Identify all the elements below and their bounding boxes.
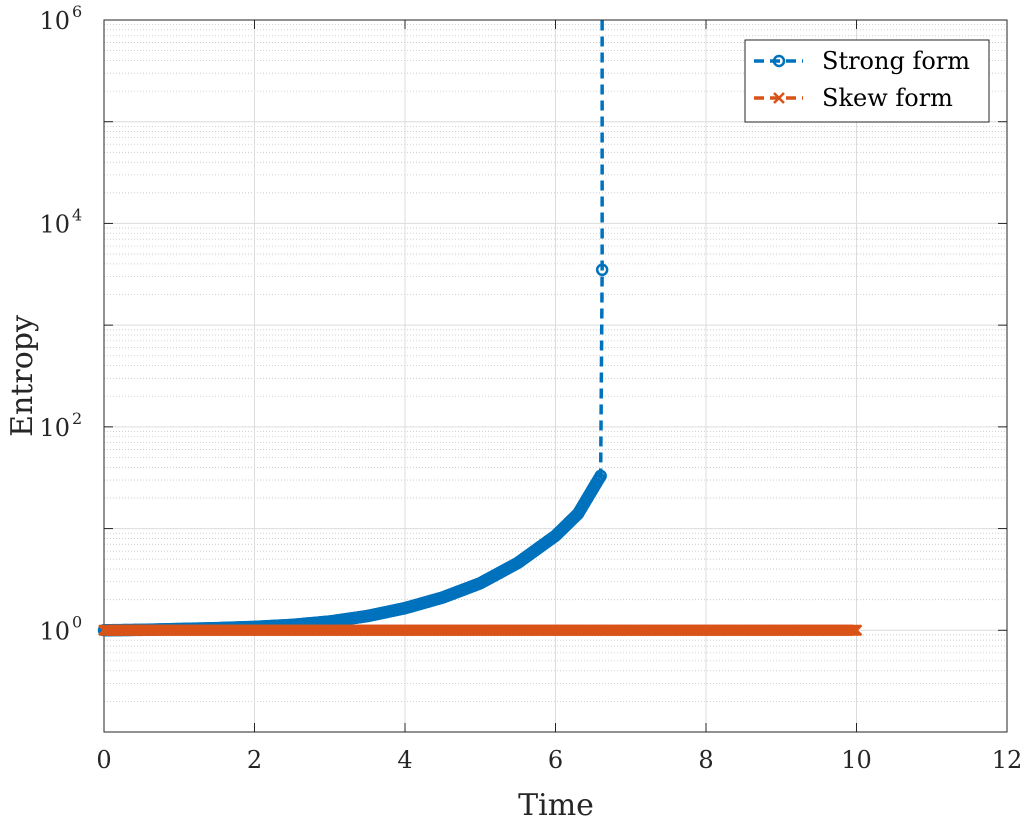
x-tick-label: 6: [548, 746, 563, 774]
y-axis-label: Entropy: [5, 315, 40, 437]
x-axis-label: Time: [518, 788, 594, 817]
y-tick-label: 10: [39, 414, 70, 442]
legend-marker-skew-form: [773, 92, 785, 104]
legend-item-strong-form: Strong form: [754, 47, 970, 75]
data-point-strong-form: [595, 263, 609, 277]
y-tick-label: 10: [39, 617, 70, 645]
y-tick-exponent: 2: [72, 409, 82, 428]
x-tick-label: 10: [841, 746, 872, 774]
legend-box: [744, 39, 990, 123]
x-tick-label: 4: [397, 746, 412, 774]
y-tick-exponent: 4: [72, 205, 82, 224]
series-layer: [97, 20, 863, 637]
x-tick-label: 0: [96, 746, 111, 774]
x-tick-labels: 0 2 4 6 8 10 12: [96, 746, 1022, 774]
y-tick-exponent: 6: [72, 2, 82, 21]
legend-label-strong-form: Strong form: [822, 47, 970, 75]
y-tick-label: 10: [39, 7, 70, 35]
series-skew-form: [98, 624, 863, 637]
x-tick-label: 2: [247, 746, 262, 774]
legend-item-skew-form: Skew form: [754, 84, 953, 112]
x-tick-label: 8: [698, 746, 713, 774]
legend-marker-strong-form: [772, 54, 786, 68]
legend-label-skew-form: Skew form: [822, 84, 953, 112]
legend: Strong form Skew form: [744, 39, 990, 123]
data-point-skew-form: [850, 624, 863, 637]
x-tick-label: 12: [992, 746, 1023, 774]
y-tick-label: 10: [39, 210, 70, 238]
y-tick-exponent: 0: [72, 612, 82, 631]
data-point-strong-form: [594, 469, 607, 483]
